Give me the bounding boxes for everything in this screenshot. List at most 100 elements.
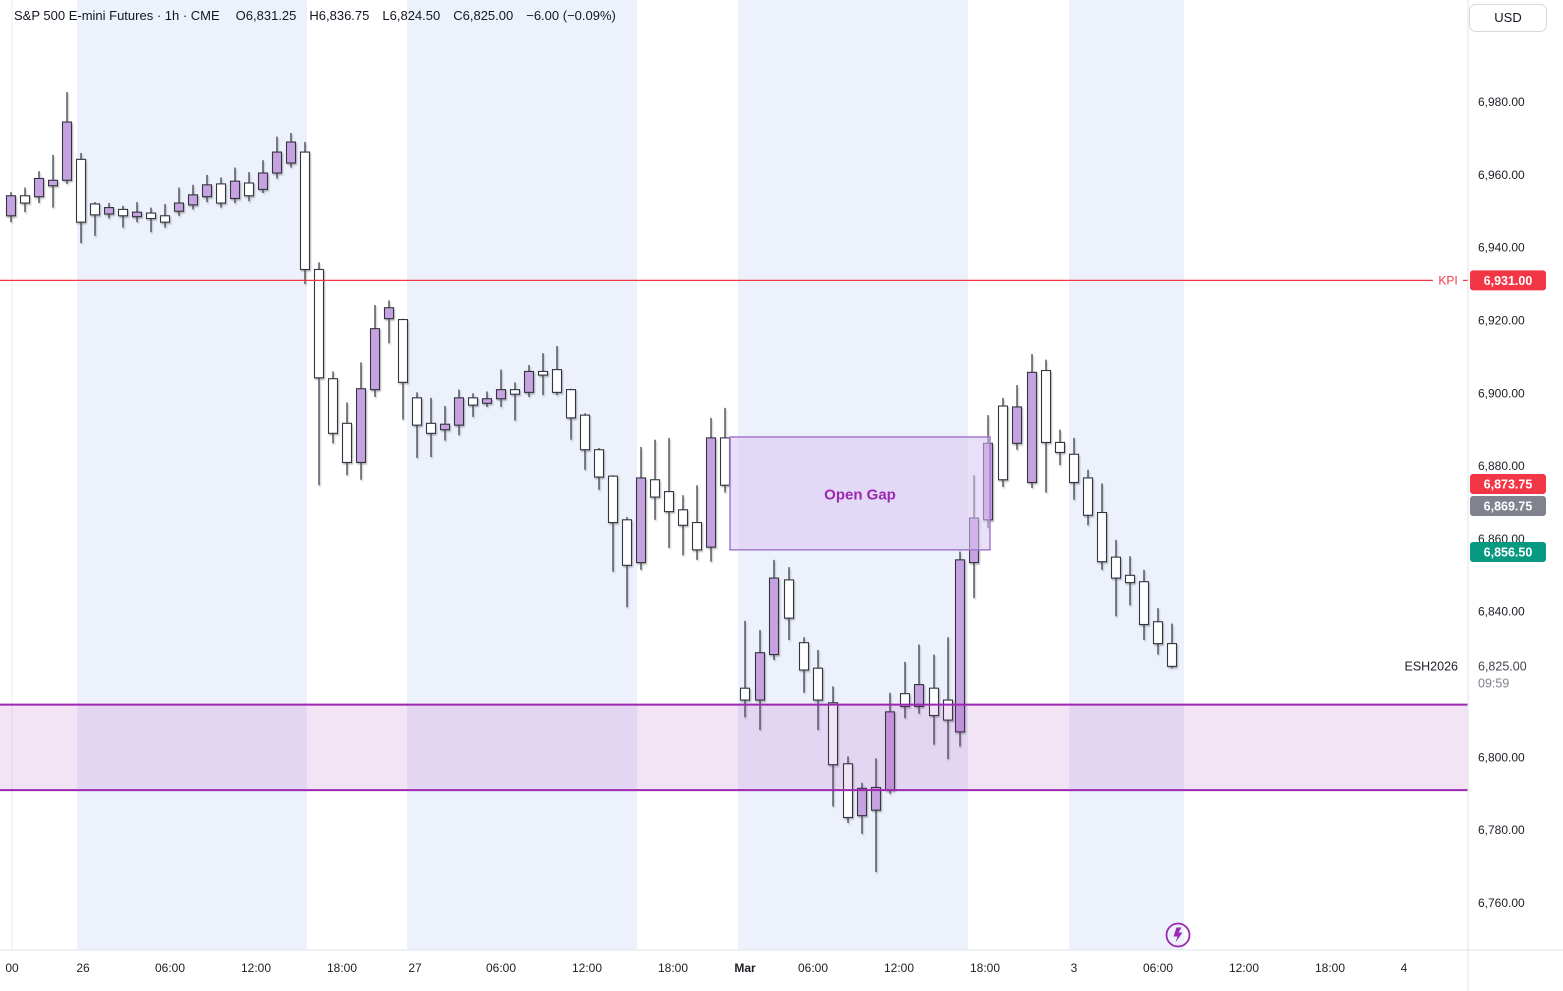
candle-body-down (159, 215, 171, 223)
candle-body-up (856, 787, 868, 817)
kpi-price-badge (1470, 270, 1546, 291)
candle-body-down (663, 491, 675, 513)
candle-body-down (1054, 441, 1066, 453)
x-axis-tick: 12:00 (241, 961, 271, 975)
x-axis-tick: 12:00 (884, 961, 914, 975)
candle-body-down (243, 182, 255, 197)
y-axis-tick: 6,800.00 (1478, 750, 1525, 764)
candle-body-up (481, 398, 493, 404)
candle-body-down (89, 203, 101, 216)
candle-body-up (103, 207, 115, 215)
candle-body-up (495, 389, 507, 400)
symbol-info-bar: S&P 500 E-mini Futures · 1h · CME O6,831.… (14, 8, 629, 23)
symbol-title: S&P 500 E-mini Futures · 1h · CME (14, 8, 220, 23)
kpi-line-label: KPI (1438, 273, 1457, 287)
candle-body-down (467, 397, 479, 406)
candle-body-down (411, 397, 423, 426)
candle-body-up (229, 180, 241, 200)
candle-body-down (145, 212, 157, 220)
y-axis-tick: 6,920.00 (1478, 313, 1525, 327)
x-axis-tick: 12:00 (1229, 961, 1259, 975)
candle-body-up (635, 477, 647, 564)
candle-body-down (677, 509, 689, 526)
x-axis-tick: 18:00 (327, 961, 357, 975)
y-axis-tick: 6,980.00 (1478, 95, 1525, 109)
candle-body-up (285, 141, 297, 164)
candle-body-down (1068, 453, 1080, 484)
candle-body-down (827, 702, 839, 766)
candle-body-down (1110, 556, 1122, 579)
x-axis-tick: 26 (76, 961, 90, 975)
candle-body-down (299, 151, 311, 271)
price-badge-0-text: 6,873.75 (1484, 478, 1533, 492)
x-axis-tick: 06:00 (798, 961, 828, 975)
candle-body-down (1124, 574, 1136, 584)
open-gap-box[interactable] (729, 436, 991, 551)
candle-body-down (1152, 621, 1164, 645)
candle-body-up (201, 184, 213, 198)
x-axis-tick: 00 (5, 961, 19, 975)
time-axis-ticks[interactable]: 00 26 06:00 12:00 18:00 27 06:00 12:00 18:00 Mar 0… (5, 961, 1407, 975)
currency-toggle-button[interactable]: USD (1469, 4, 1547, 32)
candle-body-down (607, 475, 619, 524)
y-axis-tick: 6,840.00 (1478, 605, 1525, 619)
lightning-icon[interactable] (1165, 922, 1191, 948)
candle-body-down (117, 208, 129, 217)
candle-body-up (768, 577, 780, 656)
candle-body-down (341, 422, 353, 464)
candle-body-down (899, 693, 911, 707)
candle-body-down (593, 449, 605, 478)
candle-body-down (327, 378, 339, 434)
y-axis-tick: 6,960.00 (1478, 168, 1525, 182)
candle-body-up (131, 211, 143, 218)
x-axis-tick: 18:00 (658, 961, 688, 975)
session-highlight-band (77, 0, 307, 950)
candle-body-down (621, 519, 633, 566)
x-axis-tick: 06:00 (155, 961, 185, 975)
candle-body-up (33, 177, 45, 198)
candle-body-down (783, 579, 795, 619)
candle-body-down (1096, 511, 1108, 563)
y-axis-tick: 6,900.00 (1478, 386, 1525, 400)
candle-body-up (1011, 406, 1023, 444)
price-badge-1-text: 6,869.75 (1484, 500, 1533, 514)
candle-body-up (705, 437, 717, 548)
price-badge-1 (1470, 496, 1546, 516)
x-axis-tick: 06:00 (486, 961, 516, 975)
x-axis-tick: Mar (734, 961, 756, 975)
candle-body-up (61, 121, 73, 181)
candle-body-down (812, 667, 824, 701)
ohlc-open: O6,831.25 (235, 8, 297, 23)
contract-label: ESH2026 (1404, 659, 1458, 673)
candle-body-up (383, 307, 395, 320)
support-zone-band[interactable] (0, 704, 1468, 791)
open-gap-label: Open Gap (824, 486, 896, 503)
candle-body-down (1040, 369, 1052, 443)
session-highlight-band (1069, 0, 1184, 950)
x-axis-tick: 27 (408, 961, 422, 975)
candle-body-down (1082, 477, 1094, 516)
price-badge-2-text: 6,856.50 (1484, 546, 1533, 560)
candle-body-up (257, 172, 269, 190)
ohlc-high: H6,836.75 (309, 8, 370, 23)
candle-body-up (954, 559, 966, 733)
candle-body-down (397, 318, 409, 383)
candle-body-up (369, 328, 381, 391)
candle-body-up (453, 397, 465, 426)
candle-body-up (523, 370, 535, 393)
candle-body-down (425, 422, 437, 434)
candle-body-down (719, 437, 731, 486)
candle-body-up (187, 194, 199, 206)
candle-body-down (19, 195, 31, 204)
candle-body-down (1138, 581, 1150, 626)
candle-body-down (928, 687, 940, 717)
price-axis[interactable] (1468, 0, 1563, 991)
kpi-price-badge-text: 6,931.00 (1484, 274, 1533, 288)
x-axis-tick: 4 (1401, 961, 1408, 975)
candle-body-down (691, 521, 703, 551)
candle-body-down (579, 414, 591, 451)
candle-body-down (565, 389, 577, 419)
candle-body-up (355, 388, 367, 464)
